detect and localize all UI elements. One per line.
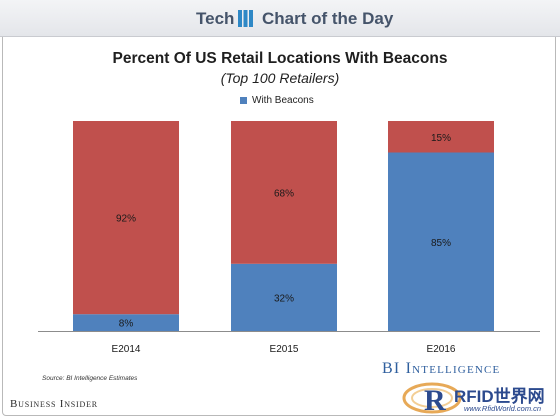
svg-text:R: R — [424, 384, 446, 417]
bar-e2015-series-0 — [231, 263, 337, 331]
business-insider-logo: Business Insider — [10, 398, 98, 410]
data-label-e2016-series-0: 85% — [431, 238, 451, 249]
x-tick-label-e2014: E2014 — [112, 344, 141, 355]
watermark-text: RFID世界网 — [454, 387, 545, 406]
data-label-e2014-series-1: 92% — [116, 214, 136, 225]
rfid-watermark-icon: R — [402, 382, 462, 417]
watermark-url: www.RfidWorld.com.cn — [464, 404, 542, 413]
chart-title: Percent Of US Retail Locations With Beac… — [112, 50, 448, 67]
bi-intelligence-logo: BI Intelligence — [382, 360, 501, 377]
legend-swatch-with-beacons — [240, 96, 247, 104]
bar-e2014-series-0 — [73, 314, 179, 331]
data-label-e2015-series-1: 68% — [274, 188, 294, 199]
header-chart-of-the-day: Chart of the Day — [262, 9, 394, 28]
chart-subtitle: (Top 100 Retailers) — [220, 70, 340, 86]
x-tick-label-e2016: E2016 — [427, 344, 456, 355]
source-note: Source: BI Intelligence Estimates — [42, 375, 138, 382]
bar-e2016-series-1 — [388, 121, 494, 153]
header-bar: Tech Chart of the Day — [0, 0, 560, 37]
bar-e2016-series-0 — [388, 152, 494, 331]
x-tick-label-e2015: E2015 — [270, 344, 299, 355]
data-label-e2014-series-0: 8% — [119, 319, 134, 330]
bar-e2015-series-1 — [231, 121, 337, 264]
data-label-e2015-series-0: 32% — [274, 293, 294, 304]
data-label-e2016-series-1: 15% — [431, 133, 451, 144]
header-tech-label: Tech — [196, 9, 235, 28]
bar-chart-icon — [238, 10, 253, 27]
bar-e2014-series-1 — [73, 121, 179, 315]
legend-label-with-beacons: With Beacons — [252, 94, 314, 106]
chart-legend: With Beacons — [240, 93, 314, 107]
